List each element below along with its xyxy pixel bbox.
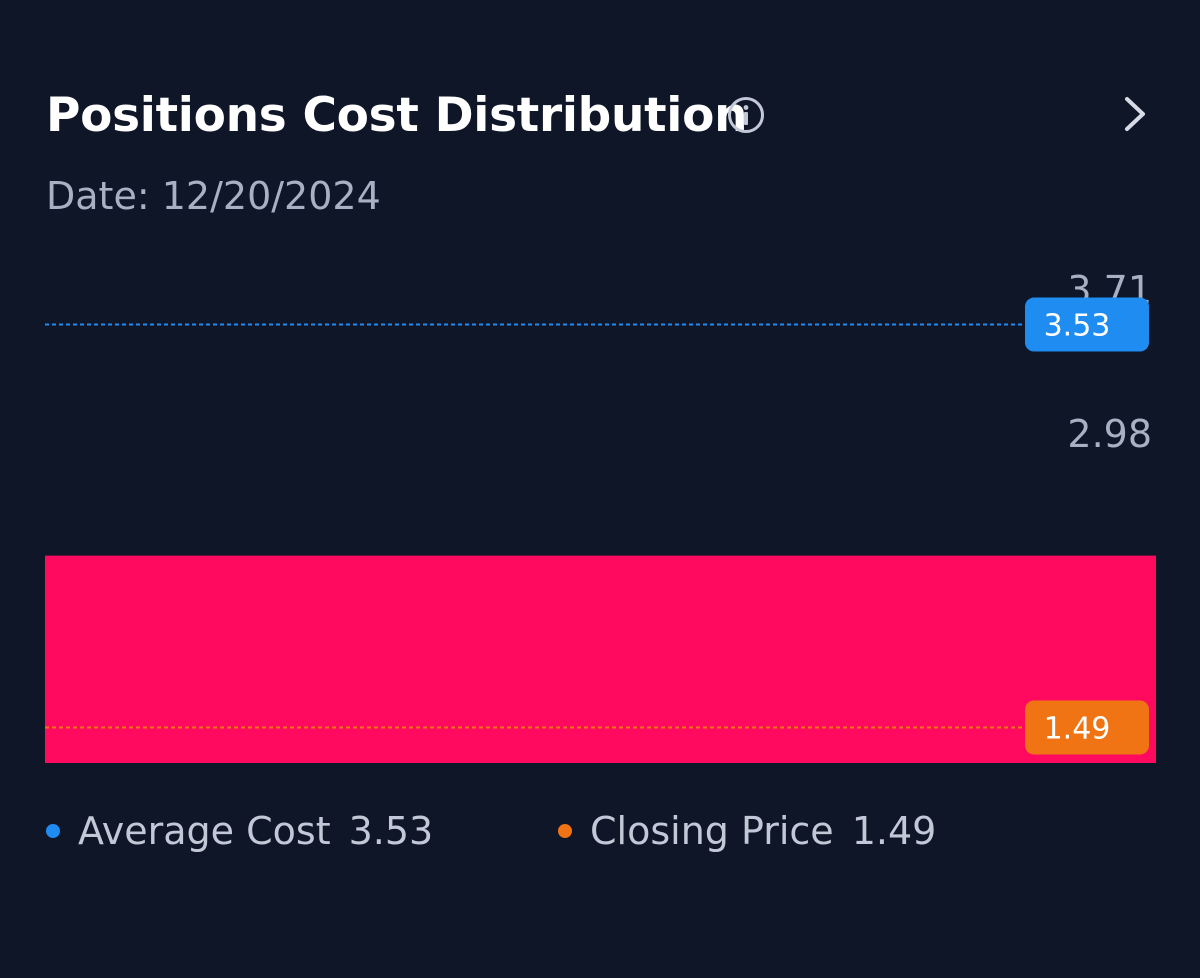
y-tick-label: 2.98: [1067, 412, 1152, 456]
page-title: Positions Cost Distribution: [46, 88, 748, 143]
chevron-right-icon[interactable]: [1118, 94, 1152, 134]
date-value: 12/20/2024: [161, 174, 381, 218]
legend-average-cost: Average Cost 3.53: [46, 804, 433, 858]
date-label: Date:: [46, 174, 150, 218]
legend-closing-price: Closing Price 1.49: [558, 804, 936, 858]
closing-price-tag: [1025, 700, 1149, 755]
date-line: Date: 12/20/2024: [46, 172, 381, 220]
closing-price-tag-label: 1.49: [1044, 711, 1111, 746]
closing-price-dot: [558, 824, 572, 838]
legend-label: Average Cost: [78, 809, 331, 853]
average-cost-price-tag-label: 3.53: [1044, 309, 1111, 344]
average-cost-price-tag: [1025, 297, 1149, 352]
info-icon[interactable]: [727, 96, 765, 134]
legend-value: 1.49: [851, 809, 937, 853]
legend-value: 3.53: [348, 809, 434, 853]
legend-label: Closing Price: [590, 809, 834, 853]
average-cost-dot: [46, 824, 60, 838]
cost-distribution-chart: 3.71 2.98 2.26 3.53 1.49: [45, 268, 1156, 763]
cost-distribution-band: [45, 555, 1156, 763]
